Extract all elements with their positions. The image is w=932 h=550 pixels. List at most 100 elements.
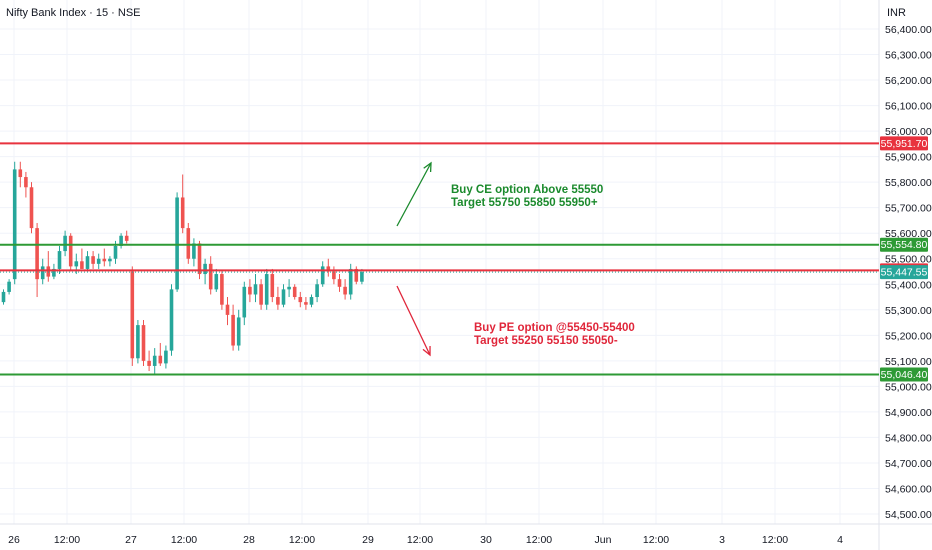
x-tick-label: 12:00 xyxy=(643,534,669,546)
y-tick-label: 56,100.00 xyxy=(885,101,932,113)
level-price-tag xyxy=(880,265,928,280)
candle-body xyxy=(147,360,151,366)
x-tick-label: 29 xyxy=(362,534,374,546)
y-tick-label: 55,700.00 xyxy=(885,203,932,215)
candle-body xyxy=(326,266,331,272)
x-tick-label: 12:00 xyxy=(762,534,788,546)
candle-body xyxy=(169,289,174,351)
x-tick-label: 12:00 xyxy=(289,534,315,546)
candles-layer xyxy=(1,161,364,374)
candle-body xyxy=(136,325,140,359)
candle-body xyxy=(287,286,291,290)
y-tick-label: 55,400.00 xyxy=(885,279,932,291)
candle-body xyxy=(52,268,56,277)
candle-body xyxy=(270,274,275,298)
candle-body xyxy=(315,284,319,298)
candle-body xyxy=(96,258,101,264)
currency-label: INR xyxy=(887,7,906,19)
candle-body xyxy=(7,281,11,292)
buy-pe-line2: Target 55250 55150 55050- xyxy=(474,335,618,347)
candle-body xyxy=(12,169,17,280)
buy-ce-line2: Target 55750 55850 55950+ xyxy=(451,197,598,209)
level-price-tag xyxy=(880,136,928,151)
candle-body xyxy=(35,228,39,280)
candle-body xyxy=(108,258,112,262)
candle-body xyxy=(242,286,247,318)
arrow-down xyxy=(396,285,431,357)
level-price-label: 55,951.70 xyxy=(881,138,928,150)
x-tick-label: 12:00 xyxy=(526,534,552,546)
candle-body xyxy=(343,286,347,295)
arrow-head xyxy=(422,345,431,357)
x-tick-label: 12:00 xyxy=(54,534,80,546)
candle-body xyxy=(281,289,286,305)
y-tick-label: 55,100.00 xyxy=(885,356,932,368)
buy-ce-annotation: Buy CE option Above 55550 Target 55750 5… xyxy=(451,184,603,210)
candle-body xyxy=(68,235,73,267)
x-tick-label: 4 xyxy=(837,534,843,546)
candle-body xyxy=(348,268,353,295)
y-tick-label: 55,500.00 xyxy=(885,254,932,266)
level-price-label: 55,554.80 xyxy=(881,239,928,251)
buy-ce-line1: Buy CE option Above 55550 xyxy=(451,184,604,196)
y-tick-label: 55,000.00 xyxy=(885,381,932,393)
candle-body xyxy=(197,243,202,275)
buy-pe-line1: Buy PE option @55450-55400 xyxy=(474,322,635,334)
x-tick-label: 30 xyxy=(480,534,492,546)
level-price-label: 55,447.55 xyxy=(881,267,928,279)
candle-body xyxy=(102,258,107,262)
y-tick-label: 54,500.00 xyxy=(885,509,932,521)
x-tick-label: 12:00 xyxy=(407,534,433,546)
y-tick-label: 54,800.00 xyxy=(885,432,932,444)
candle-body xyxy=(113,245,118,259)
candle-body xyxy=(124,235,129,241)
candle-body xyxy=(292,286,297,298)
y-tick-label: 54,700.00 xyxy=(885,458,932,470)
candle-body xyxy=(57,251,62,269)
candle-body xyxy=(320,266,325,285)
y-tick-label: 54,600.00 xyxy=(885,483,932,495)
x-tick-label: 28 xyxy=(243,534,255,546)
y-tick-label: 54,900.00 xyxy=(885,407,932,419)
candle-body xyxy=(253,284,258,295)
candle-body xyxy=(80,261,84,269)
y-tick-label: 56,200.00 xyxy=(885,75,932,87)
candle-body xyxy=(192,243,196,259)
candle-body xyxy=(91,256,95,264)
y-tick-label: 55,900.00 xyxy=(885,152,932,164)
candle-body xyxy=(231,314,235,346)
level-price-label: 55,046.40 xyxy=(881,369,928,381)
candle-body xyxy=(248,286,252,295)
y-tick-label: 56,300.00 xyxy=(885,50,932,62)
level-price-tag xyxy=(880,237,928,252)
grid-layer xyxy=(0,0,879,524)
y-tick-label: 55,800.00 xyxy=(885,177,932,189)
arrow-head xyxy=(423,161,432,173)
candle-body xyxy=(119,235,123,246)
candle-body xyxy=(236,317,241,346)
candle-body xyxy=(175,197,179,290)
candle-body xyxy=(158,355,163,364)
candle-body xyxy=(225,304,230,315)
candle-body xyxy=(208,263,213,290)
candle-body xyxy=(85,256,90,269)
candle-body xyxy=(360,272,364,282)
y-tick-label: 55,600.00 xyxy=(885,228,932,240)
candle-body xyxy=(40,266,45,280)
candle-body xyxy=(152,355,157,366)
candle-body xyxy=(1,291,6,303)
candle-body xyxy=(203,263,207,275)
candle-body xyxy=(130,271,135,359)
chart-title: Nifty Bank Index · 15 · NSE xyxy=(6,7,141,19)
x-tick-label: 12:00 xyxy=(171,534,197,546)
candle-body xyxy=(332,271,336,280)
candle-body xyxy=(309,297,314,305)
x-tick-label: 27 xyxy=(125,534,137,546)
candle-body xyxy=(141,325,146,361)
candle-body xyxy=(46,266,51,277)
arrow-up xyxy=(396,161,432,227)
candle-body xyxy=(164,350,168,364)
x-tick-label: Jun xyxy=(595,534,612,546)
candle-body xyxy=(186,228,191,259)
